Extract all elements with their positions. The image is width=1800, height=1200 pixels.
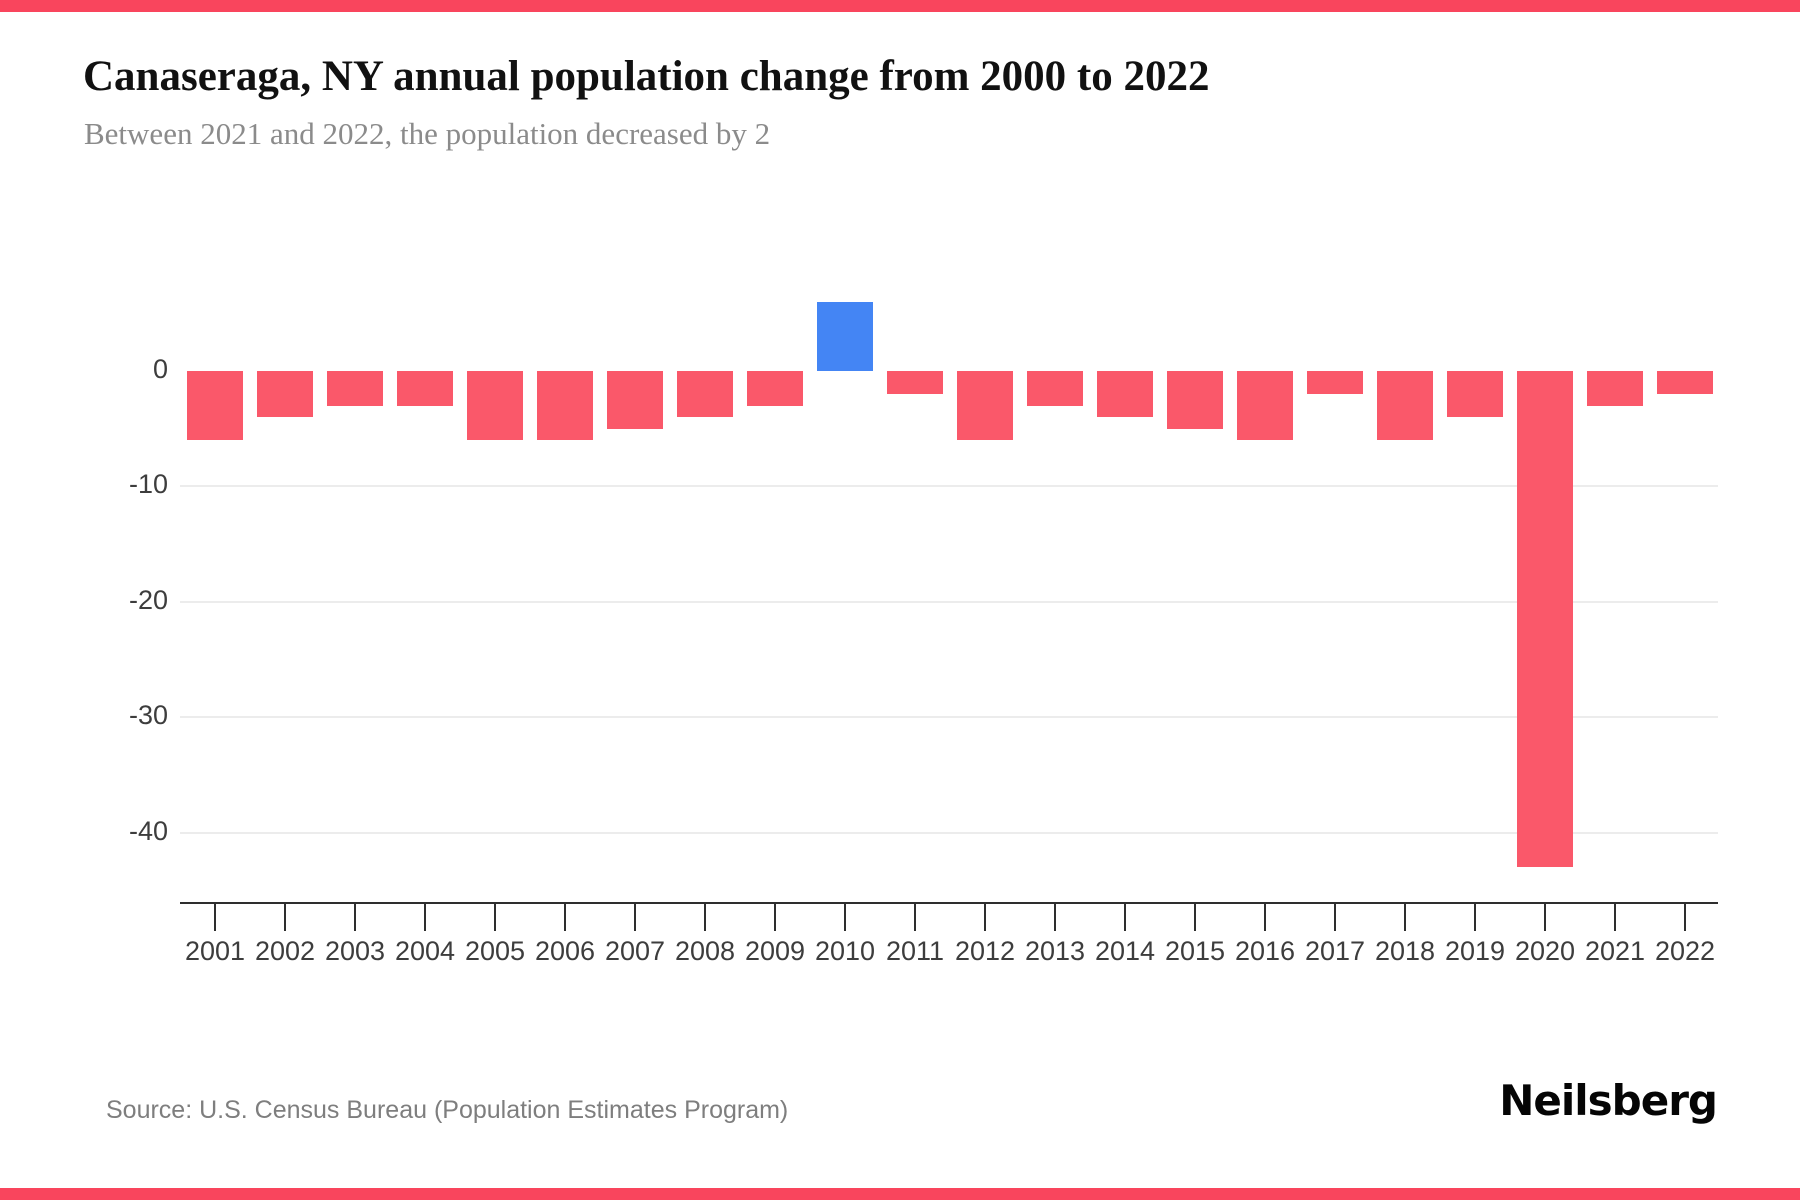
x-axis-label-2017: 2017 — [1304, 936, 1366, 966]
x-axis-tick — [914, 904, 916, 931]
bar-2015[interactable] — [1167, 371, 1223, 429]
x-axis-label-2012: 2012 — [954, 936, 1016, 966]
x-axis-tick — [984, 904, 986, 931]
x-axis-label-2015: 2015 — [1164, 936, 1226, 966]
x-axis-line — [180, 902, 1718, 904]
bar-2022[interactable] — [1657, 371, 1713, 395]
bar-2010[interactable] — [817, 301, 873, 371]
x-axis-tick — [1404, 904, 1406, 931]
chart-title: Canaseraga, NY annual population change … — [83, 53, 1210, 100]
bar-2017[interactable] — [1307, 371, 1363, 395]
x-axis-label-2014: 2014 — [1094, 936, 1156, 966]
x-axis-tick — [704, 904, 706, 931]
brand-logo: Neilsberg — [1499, 1076, 1718, 1125]
x-axis-label-2003: 2003 — [324, 936, 386, 966]
x-axis-tick — [1474, 904, 1476, 931]
x-axis-tick — [774, 904, 776, 931]
x-axis-tick — [1054, 904, 1056, 931]
bottom-accent-strip — [0, 1188, 1800, 1200]
x-axis-label-2009: 2009 — [744, 936, 806, 966]
bar-2004[interactable] — [397, 371, 453, 406]
bar-2011[interactable] — [887, 371, 943, 395]
y-axis-tick-label: -10 — [128, 469, 168, 500]
gridline-y--10 — [180, 485, 1718, 488]
x-axis-tick — [1124, 904, 1126, 931]
bar-2002[interactable] — [257, 371, 313, 418]
bar-2005[interactable] — [467, 371, 523, 441]
x-axis-label-2022: 2022 — [1654, 936, 1716, 966]
bar-2021[interactable] — [1587, 371, 1643, 406]
x-axis-label-2016: 2016 — [1234, 936, 1296, 966]
x-axis-tick — [1544, 904, 1546, 931]
bar-2006[interactable] — [537, 371, 593, 441]
bar-2019[interactable] — [1447, 371, 1503, 418]
x-axis-label-2008: 2008 — [674, 936, 736, 966]
x-axis-label-2019: 2019 — [1444, 936, 1506, 966]
x-axis-label-2001: 2001 — [184, 936, 246, 966]
x-axis-label-2013: 2013 — [1024, 936, 1086, 966]
x-axis-label-2005: 2005 — [464, 936, 526, 966]
bar-2009[interactable] — [747, 371, 803, 406]
x-axis-tick — [284, 904, 286, 931]
gridline-y--20 — [180, 600, 1718, 603]
x-axis-label-2011: 2011 — [885, 936, 945, 966]
gridline-y--40 — [180, 831, 1718, 834]
y-axis-tick-label: -30 — [128, 700, 168, 731]
x-axis-label-2004: 2004 — [394, 936, 456, 966]
x-axis-label-2020: 2020 — [1514, 936, 1576, 966]
x-axis-label-2006: 2006 — [534, 936, 596, 966]
bar-2001[interactable] — [187, 371, 243, 441]
x-axis-tick — [494, 904, 496, 931]
x-axis-label-2010: 2010 — [814, 936, 876, 966]
top-accent-strip — [0, 0, 1800, 12]
x-axis-tick — [1194, 904, 1196, 931]
x-axis-tick — [214, 904, 216, 931]
bar-2016[interactable] — [1237, 371, 1293, 441]
x-axis-tick — [424, 904, 426, 931]
bar-2012[interactable] — [957, 371, 1013, 441]
bar-2018[interactable] — [1377, 371, 1433, 441]
bar-2013[interactable] — [1027, 371, 1083, 406]
x-axis-label-2018: 2018 — [1374, 936, 1436, 966]
y-axis-tick-label: 0 — [152, 354, 168, 384]
x-axis-tick — [1614, 904, 1616, 931]
gridline-y--30 — [180, 716, 1718, 719]
x-axis-tick — [634, 904, 636, 931]
x-axis-tick — [1264, 904, 1266, 931]
x-axis-label-2021: 2021 — [1584, 936, 1646, 966]
bar-2007[interactable] — [607, 371, 663, 429]
bar-2020[interactable] — [1517, 371, 1573, 868]
x-axis-label-2007: 2007 — [604, 936, 666, 966]
chart-subtitle: Between 2021 and 2022, the population de… — [84, 116, 771, 151]
x-axis-tick — [1334, 904, 1336, 931]
source-note: Source: U.S. Census Bureau (Population E… — [106, 1096, 789, 1124]
x-axis-tick — [1684, 904, 1686, 931]
x-axis-label-2002: 2002 — [254, 936, 316, 966]
bar-chart-plot-area: 0 -10 -20 -30 -40 2001 2002 2003 2004 2005 2006 200… — [128, 301, 1718, 966]
bar-2014[interactable] — [1097, 371, 1153, 418]
x-axis-tick — [844, 904, 846, 931]
bar-2003[interactable] — [327, 371, 383, 406]
x-axis-tick — [354, 904, 356, 931]
y-axis-tick-label: -20 — [128, 584, 168, 615]
y-axis-tick-label: -40 — [128, 815, 168, 846]
x-axis-tick — [564, 904, 566, 931]
bar-2008[interactable] — [677, 371, 733, 418]
